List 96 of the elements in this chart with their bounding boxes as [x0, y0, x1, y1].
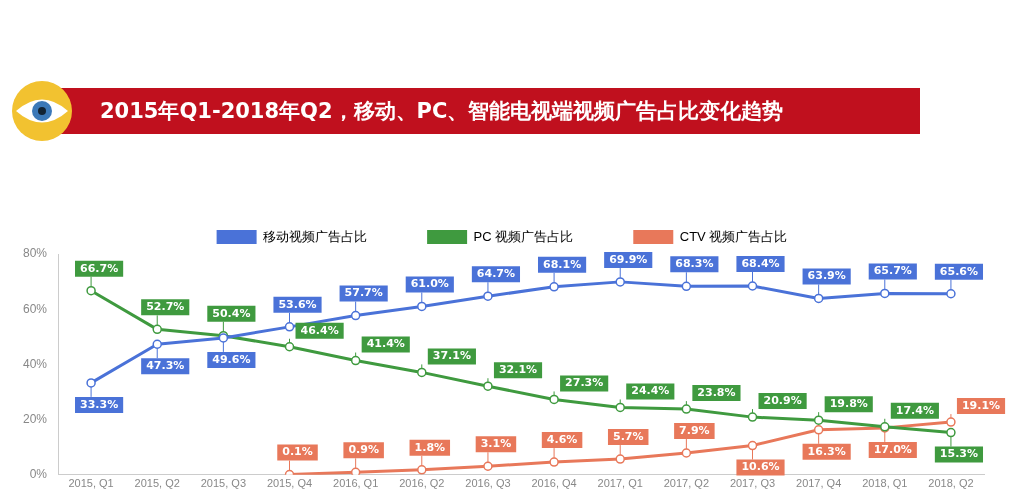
- point: [86, 378, 96, 388]
- data-label: 68.1%: [542, 257, 582, 271]
- point: [152, 339, 162, 349]
- x-tick-label: 2015, Q4: [266, 477, 313, 490]
- data-label: 63.9%: [807, 269, 846, 283]
- data-label: 61.0%: [410, 277, 449, 291]
- data-label: 16.3%: [807, 444, 846, 458]
- point: [417, 367, 427, 378]
- point: [350, 310, 361, 321]
- legend-label: CTV 视频广告占比: [679, 228, 788, 244]
- data-label: 17.0%: [873, 442, 912, 456]
- y-tick-label: 80%: [22, 246, 48, 261]
- point: [549, 394, 559, 405]
- point: [483, 291, 493, 301]
- x-tick-label: 2015, Q3: [200, 477, 246, 490]
- data-label: 10.6%: [741, 460, 780, 474]
- data-label: 49.6%: [212, 352, 251, 366]
- chart-title: 2015年Q1-2018年Q2，移动、PC、智能电视端视频广告占比变化趋势: [60, 88, 920, 134]
- x-tick-label: 2016, Q1: [333, 477, 379, 490]
- data-label: 50.4%: [212, 306, 251, 320]
- data-label: 53.6%: [278, 297, 317, 311]
- point: [417, 301, 427, 312]
- point: [813, 293, 824, 304]
- x-tick-label: 2018, Q2: [928, 477, 974, 490]
- point: [284, 341, 295, 352]
- data-label: 4.6%: [546, 432, 578, 446]
- data-label: 37.1%: [432, 349, 471, 363]
- data-label: 27.3%: [565, 376, 604, 390]
- point: [946, 288, 956, 299]
- point: [615, 277, 625, 287]
- point: [813, 425, 824, 435]
- point: [615, 454, 625, 464]
- data-label: 47.3%: [146, 359, 185, 373]
- point: [946, 427, 956, 438]
- point: [350, 355, 361, 366]
- point: [946, 417, 956, 427]
- x-tick-label: 2018, Q1: [862, 477, 908, 490]
- x-tick-label: 2015, Q2: [134, 477, 180, 490]
- data-label: 20.9%: [763, 393, 802, 407]
- data-label: 68.4%: [741, 256, 780, 270]
- point: [880, 288, 890, 299]
- x-tick-label: 2016, Q2: [399, 477, 445, 490]
- point: [284, 322, 295, 332]
- point: [681, 281, 692, 292]
- data-label: 5.7%: [612, 429, 644, 443]
- data-label: 19.8%: [829, 397, 868, 411]
- x-tick-label: 2016, Q4: [531, 477, 577, 490]
- x-tick-label: 2017, Q4: [796, 477, 842, 490]
- data-label: 33.3%: [80, 397, 119, 411]
- point: [813, 415, 824, 425]
- point: [681, 404, 692, 414]
- point: [483, 461, 493, 471]
- data-label: 41.4%: [366, 337, 405, 351]
- point: [152, 324, 162, 335]
- data-label: 64.7%: [476, 267, 516, 281]
- data-label: 17.4%: [895, 403, 934, 417]
- data-label: 65.7%: [873, 264, 912, 278]
- point: [747, 412, 758, 422]
- point: [681, 448, 692, 458]
- data-label: 24.4%: [631, 384, 670, 398]
- data-label: 65.6%: [939, 264, 979, 278]
- point: [615, 402, 625, 413]
- data-label: 19.1%: [961, 398, 1001, 412]
- data-label: 52.7%: [146, 300, 185, 314]
- data-label: 57.7%: [344, 286, 383, 300]
- x-tick-label: 2015, Q1: [68, 477, 114, 490]
- point: [747, 440, 758, 451]
- x-tick-label: 2017, Q2: [663, 477, 709, 490]
- data-label: 7.9%: [679, 423, 710, 437]
- data-label: 23.8%: [697, 385, 736, 399]
- data-label: 0.9%: [348, 443, 379, 457]
- data-label: 3.1%: [480, 437, 512, 451]
- point: [417, 465, 427, 475]
- data-label: 69.9%: [609, 252, 648, 266]
- point: [86, 285, 96, 296]
- data-label: 68.3%: [675, 257, 714, 271]
- x-tick-label: 2017, Q3: [729, 477, 776, 490]
- point: [350, 467, 361, 475]
- data-label: 1.8%: [414, 440, 446, 454]
- legend-label: 移动视频广告占比: [263, 228, 368, 244]
- y-tick-label: 0%: [29, 467, 48, 482]
- y-tick-label: 40%: [22, 356, 48, 371]
- x-tick-label: 2016, Q3: [465, 477, 511, 490]
- data-label: 15.3%: [939, 447, 979, 461]
- y-tick-label: 20%: [22, 411, 48, 426]
- point: [747, 281, 758, 291]
- data-label: 0.1%: [282, 445, 313, 459]
- x-tick-label: 2017, Q1: [597, 477, 643, 490]
- point: [549, 457, 559, 467]
- data-label: 46.4%: [300, 323, 339, 337]
- y-tick-label: 60%: [22, 301, 48, 316]
- data-label: 66.7%: [80, 261, 119, 275]
- point: [483, 381, 493, 391]
- data-label: 32.1%: [498, 363, 538, 377]
- point: [549, 282, 559, 292]
- legend-label: PC 视频广告占比: [473, 228, 574, 244]
